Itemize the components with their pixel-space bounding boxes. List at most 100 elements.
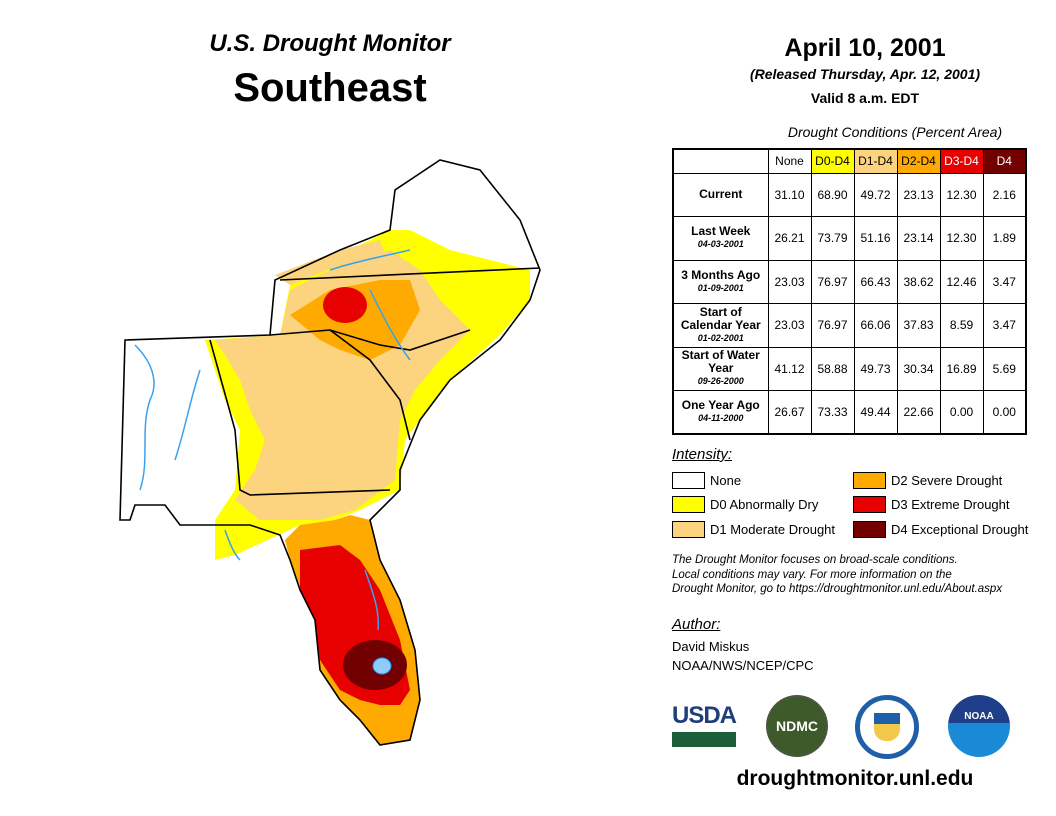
legend-item: D1 Moderate Drought (672, 519, 835, 539)
col-header: D1-D4 (853, 148, 898, 174)
table-cell: 51.16 (853, 216, 898, 261)
note-line[interactable]: Drought Monitor, go to https://droughtmo… (672, 583, 1003, 595)
legend-label: D4 Exceptional Drought (891, 521, 1029, 537)
col-header: D3-D4 (939, 148, 984, 174)
lake-okeechobee (372, 657, 392, 675)
legend-item: D0 Abnormally Dry (672, 495, 835, 515)
table-cell: 8.59 (939, 303, 984, 348)
legend-swatch (853, 471, 886, 489)
author-info: David Miskus NOAA/NWS/NCEP/CPC (672, 637, 814, 675)
legend-swatch (672, 496, 705, 513)
table-row: One Year Ago 04-11-2000 26.67 73.33 49.44 22.… (672, 390, 1027, 435)
col-header: D2-D4 (896, 148, 941, 174)
row-label-text: Start of Water Year (681, 348, 760, 376)
row-date: 04-03-2001 (697, 239, 744, 250)
row-label-text: 3 Months Ago (681, 267, 761, 282)
map-area-d3-nc (323, 287, 367, 323)
valid-time: Valid 8 a.m. EDT (810, 90, 920, 106)
col-header: None (767, 148, 812, 174)
table-cell: 2.16 (982, 172, 1027, 217)
row-date: 01-09-2001 (697, 282, 744, 293)
row-label-text: One Year Ago (681, 398, 760, 412)
map-area-d1-va (275, 240, 385, 285)
table-cell: 0.00 (939, 390, 984, 435)
table-cell: 58.88 (810, 346, 855, 391)
row-label: Start of Calendar Year 01-02-2001 (672, 303, 769, 348)
state-boundaries (119, 159, 541, 746)
row-date: 09-26-2000 (697, 376, 744, 387)
author-name: David Miskus (672, 639, 750, 654)
table-cell: 12.30 (939, 172, 984, 217)
legend-item: D2 Severe Drought (853, 470, 1028, 490)
table-row: Start of Water Year 09-26-2000 41.12 58.88 4… (672, 346, 1027, 391)
author-org: NOAA/NWS/NCEP/CPC (672, 658, 814, 673)
table-cell: 3.47 (982, 259, 1027, 304)
row-label-text: Current (699, 187, 743, 202)
table-cell: 12.30 (939, 216, 984, 261)
legend-label: D0 Abnormally Dry (710, 497, 819, 512)
author-title: Author: (672, 616, 721, 633)
table-cell: 12.46 (939, 259, 984, 304)
table-cell: 66.06 (853, 303, 898, 348)
table-cell: 66.43 (853, 259, 898, 304)
row-label-text: Start of Calendar Year (680, 304, 761, 332)
col-header: D0-D4 (810, 148, 855, 174)
table-cell: 76.97 (810, 259, 855, 304)
table-cell: 31.10 (767, 172, 812, 217)
col-header: D4 (982, 148, 1027, 174)
table-title: Drought Conditions (Percent Area) (787, 124, 1003, 140)
ndmc-logo: NDMC (766, 695, 828, 757)
table-cell: 30.34 (896, 346, 941, 391)
row-date: 04-11-2000 (698, 413, 744, 423)
release-date: (Released Thursday, Apr. 12, 2001) (749, 66, 981, 82)
table-cell: 49.72 (853, 172, 898, 217)
table-row: 3 Months Ago 01-09-2001 23.03 76.97 66.43 38.… (672, 259, 1027, 304)
legend-column-2: D2 Severe Drought D3 Extreme Drought D4 Ex… (853, 470, 1028, 544)
legend-label: D2 Severe Drought (891, 472, 1003, 488)
row-label-text: Last Week (691, 224, 751, 239)
rivers (134, 249, 411, 631)
legend-label: D3 Extreme Drought (891, 497, 1010, 512)
row-label: One Year Ago 04-11-2000 (672, 390, 769, 435)
table-row: Current 31.10 68.90 49.72 23.13 12.30 2.16 (672, 172, 1027, 217)
map-subtitle: U.S. Drought Monitor (209, 30, 451, 57)
note-line: Local conditions may vary. For more info… (672, 568, 952, 581)
table-row: Last Week 04-03-2001 26.21 73.79 51.16 23.14 1… (672, 216, 1027, 261)
table-cell: 26.67 (767, 390, 812, 435)
corner-cell (673, 149, 768, 173)
table-cell: 73.33 (810, 390, 855, 435)
table-cell: 37.83 (896, 303, 941, 348)
legend-label: D1 Moderate Drought (710, 521, 836, 537)
row-date: 01-02-2001 (697, 332, 744, 343)
map-date: April 10, 2001 (784, 34, 946, 62)
table-cell: 76.97 (810, 303, 855, 348)
table-cell: 23.03 (767, 303, 812, 348)
table-cell: 5.69 (982, 346, 1027, 391)
legend-swatch (853, 496, 886, 513)
legend-item: D4 Exceptional Drought (853, 519, 1028, 539)
row-label: 3 Months Ago 01-09-2001 (672, 259, 769, 304)
table-cell: 0.00 (982, 390, 1027, 435)
noaa-logo: NOAA (948, 695, 1010, 757)
table-row: Start of Calendar Year 01-02-2001 23.03 76.… (672, 303, 1027, 348)
note-line: The Drought Monitor focuses on broad-sca… (672, 554, 958, 566)
legend-title: Intensity: (672, 446, 733, 463)
commerce-seal-logo (855, 695, 919, 759)
table-cell: 1.89 (982, 216, 1027, 261)
row-label: Current (672, 172, 769, 217)
table-cell: 41.12 (767, 346, 812, 391)
disclaimer-note: The Drought Monitor focuses on broad-sca… (672, 553, 1052, 597)
legend-item: D3 Extreme Drought (853, 495, 1028, 515)
legend-swatch (672, 520, 705, 538)
usda-logo: USDA (672, 703, 737, 748)
table-cell: 49.73 (853, 346, 898, 391)
table-cell: 73.79 (810, 216, 855, 261)
legend-column-1: None D0 Abnormally Dry D1 Moderate Drought (672, 470, 835, 544)
drought-map (119, 159, 541, 746)
table-cell: 38.62 (896, 259, 941, 304)
table-cell: 23.13 (896, 172, 941, 217)
row-label: Start of Water Year 09-26-2000 (672, 346, 769, 391)
table-cell: 23.14 (896, 216, 941, 261)
region-title: Southeast (233, 66, 427, 110)
website-link[interactable]: droughtmonitor.unl.edu (736, 767, 974, 790)
